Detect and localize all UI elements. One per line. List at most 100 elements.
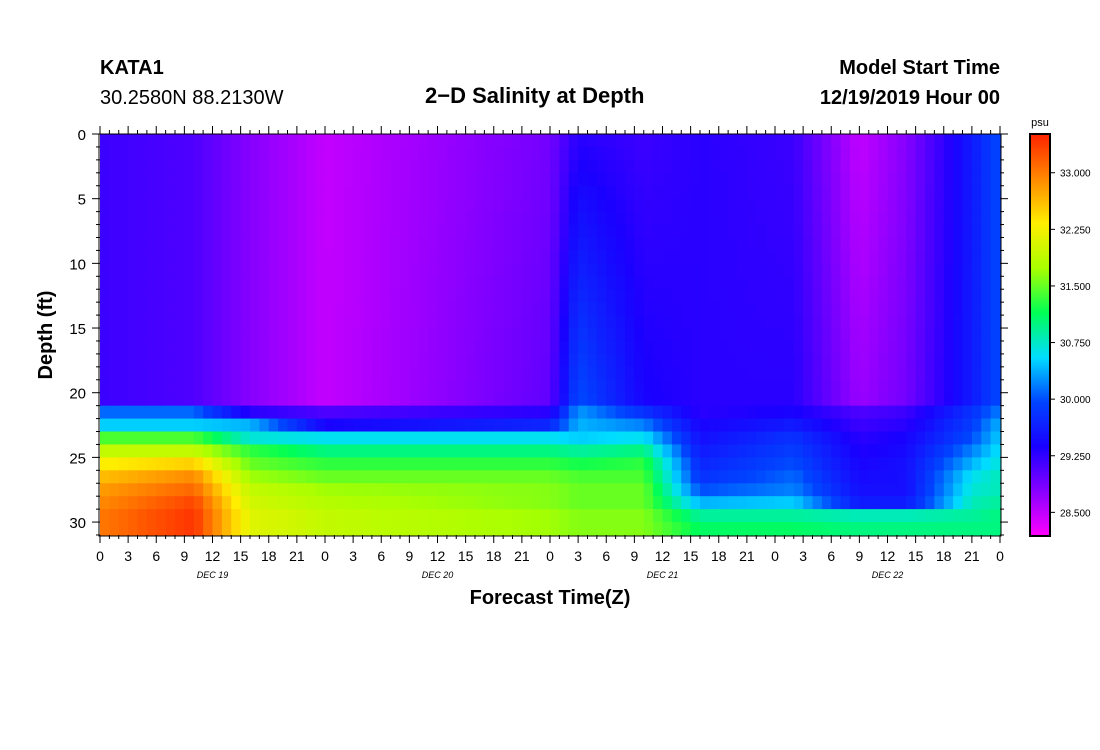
heatmap-cell bbox=[128, 522, 139, 536]
heatmap-cell bbox=[925, 496, 935, 510]
heatmap-cell bbox=[493, 379, 504, 394]
heatmap-cell bbox=[343, 509, 354, 523]
heatmap-cell bbox=[521, 509, 532, 523]
heatmap-cell bbox=[775, 470, 785, 484]
heatmap-cell bbox=[381, 289, 392, 303]
heatmap-cell bbox=[981, 509, 992, 523]
heatmap-cell bbox=[371, 405, 382, 420]
heatmap-cell bbox=[812, 263, 823, 277]
heatmap-cell bbox=[503, 522, 514, 536]
heatmap-cell bbox=[343, 315, 354, 329]
heatmap-cell bbox=[671, 172, 682, 187]
heatmap-cell bbox=[756, 340, 767, 355]
heatmap-cell bbox=[428, 263, 439, 277]
heatmap-cell bbox=[709, 444, 720, 458]
heatmap-cell bbox=[550, 237, 560, 252]
heatmap-cell bbox=[643, 185, 654, 200]
heatmap-cell bbox=[503, 185, 514, 200]
heatmap-cell bbox=[943, 431, 954, 446]
heatmap-cell bbox=[156, 496, 167, 510]
heatmap-cell bbox=[146, 328, 157, 342]
heatmap-cell bbox=[325, 392, 335, 407]
heatmap-cell bbox=[184, 418, 195, 433]
heatmap-cell bbox=[362, 276, 373, 290]
x-tick-label: 6 bbox=[602, 548, 610, 564]
heatmap-cell bbox=[315, 366, 326, 381]
heatmap-cell bbox=[681, 444, 692, 458]
heatmap-cell bbox=[850, 315, 860, 329]
heatmap-cell bbox=[962, 198, 973, 213]
heatmap-cell bbox=[175, 263, 185, 277]
heatmap-cell bbox=[278, 392, 289, 407]
heatmap-cell bbox=[662, 224, 673, 239]
heatmap-cell bbox=[521, 392, 532, 407]
heatmap-cell bbox=[690, 315, 701, 329]
heatmap-cell bbox=[643, 250, 654, 264]
heatmap-cell bbox=[381, 263, 392, 277]
heatmap-cell bbox=[550, 185, 560, 200]
heatmap-cell bbox=[512, 211, 523, 226]
heatmap-cell bbox=[343, 146, 354, 161]
heatmap-cell bbox=[925, 470, 935, 484]
heatmap-cell bbox=[690, 470, 701, 484]
heatmap-cell bbox=[259, 237, 270, 252]
heatmap-cell bbox=[803, 353, 814, 368]
heatmap-cell bbox=[915, 146, 926, 161]
heatmap-cell bbox=[231, 470, 242, 484]
heatmap-cell bbox=[896, 366, 907, 381]
heatmap-cell bbox=[184, 302, 195, 316]
x-tick-label: 9 bbox=[630, 548, 638, 564]
heatmap-cell bbox=[240, 431, 251, 446]
heatmap-cell bbox=[878, 340, 889, 355]
heatmap-cell bbox=[100, 483, 110, 497]
heatmap-cell bbox=[634, 302, 645, 316]
heatmap-cell bbox=[690, 250, 701, 264]
heatmap-cell bbox=[596, 392, 607, 407]
heatmap-cell bbox=[259, 496, 270, 510]
heatmap-cell bbox=[240, 211, 251, 226]
heatmap-cell bbox=[512, 418, 523, 433]
heatmap-cell bbox=[353, 289, 364, 303]
heatmap-cell bbox=[231, 276, 242, 290]
heatmap-cell bbox=[578, 444, 589, 458]
heatmap-cell bbox=[475, 328, 485, 342]
heatmap-cell bbox=[559, 172, 570, 187]
heatmap-cell bbox=[109, 211, 120, 226]
heatmap-cell bbox=[156, 379, 167, 394]
heatmap-cell bbox=[493, 392, 504, 407]
heatmap-cell bbox=[165, 496, 176, 510]
heatmap-cell bbox=[840, 457, 851, 471]
heatmap-cell bbox=[306, 159, 317, 174]
heatmap-cell bbox=[728, 483, 739, 497]
heatmap-cell bbox=[409, 224, 420, 239]
heatmap-cell bbox=[343, 522, 354, 536]
heatmap-cell bbox=[746, 340, 757, 355]
heatmap-cell bbox=[109, 522, 120, 536]
heatmap-cell bbox=[662, 276, 673, 290]
heatmap-cell bbox=[878, 224, 889, 239]
heatmap-cell bbox=[362, 431, 373, 446]
heatmap-cell bbox=[175, 224, 185, 239]
heatmap-cell bbox=[915, 198, 926, 213]
heatmap-cell bbox=[709, 509, 720, 523]
heatmap-cell bbox=[943, 237, 954, 252]
heatmap-cell bbox=[484, 470, 495, 484]
heatmap-cell bbox=[662, 146, 673, 161]
heatmap-cell bbox=[512, 289, 523, 303]
heatmap-cell bbox=[756, 483, 767, 497]
heatmap-cell bbox=[634, 134, 645, 148]
heatmap-cell bbox=[512, 250, 523, 264]
heatmap-cell bbox=[221, 379, 232, 394]
heatmap-cell bbox=[362, 522, 373, 536]
y-axis-label: Depth (ft) bbox=[35, 291, 57, 380]
heatmap-cell bbox=[259, 250, 270, 264]
heatmap-cell bbox=[278, 185, 289, 200]
heatmap-cell bbox=[596, 353, 607, 368]
heatmap-cell bbox=[690, 224, 701, 239]
heatmap-cell bbox=[962, 159, 973, 174]
heatmap-cell bbox=[437, 340, 448, 355]
heatmap-cell bbox=[512, 405, 523, 420]
heatmap-cell bbox=[756, 470, 767, 484]
heatmap-cell bbox=[606, 366, 617, 381]
heatmap-cell bbox=[700, 224, 710, 239]
